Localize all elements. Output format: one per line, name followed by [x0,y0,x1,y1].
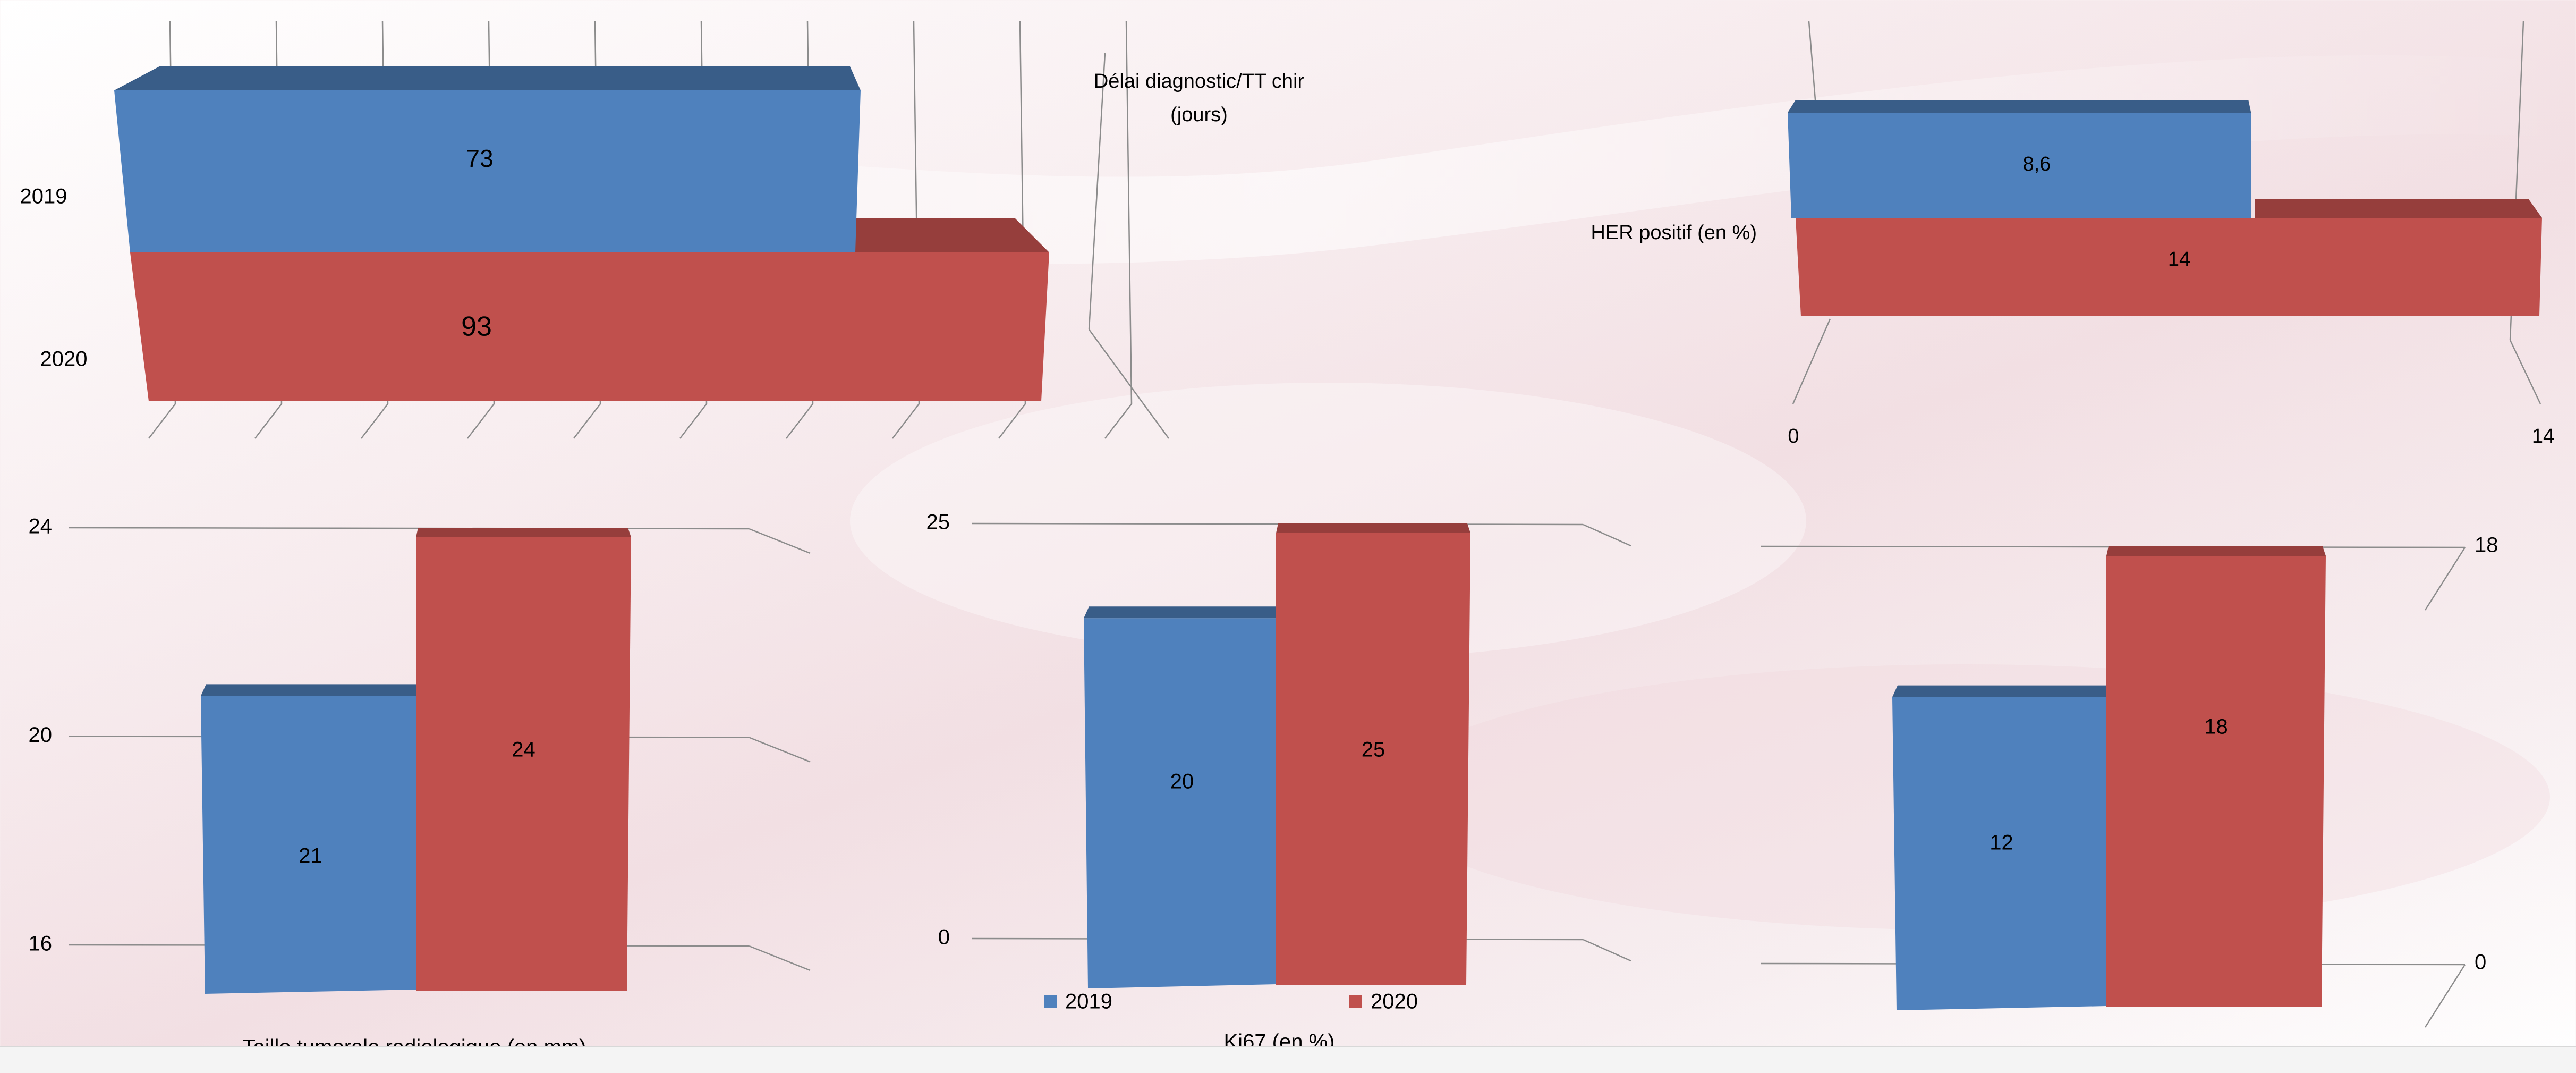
delai-gridline-floor [786,403,813,439]
tick-label: 25 [926,511,950,534]
delai-gridline-floor [998,403,1026,439]
delai-gridline-floor [148,403,176,439]
bar-2020-top [2255,199,2542,218]
delai-gridline-floor [679,403,707,439]
bar-2020-top [1276,523,1470,533]
chart-title: HER positif (en %) [1591,222,1757,244]
bar-2020 [2106,556,2326,1007]
delai-gridline-floor [254,403,282,439]
bar-2020 [130,252,1049,401]
delai-axis-floor [1088,329,1170,439]
taille-gridline [69,527,750,530]
bar-2020 [416,537,631,991]
ki67-gridline-floor [1583,939,1631,962]
legend: 2019 2020 [1044,990,1418,1013]
delai-gridline-floor [892,403,920,439]
category-label: 2020 [40,348,88,371]
delai-gridline-floor [467,403,495,439]
tick-label: 14 [2532,425,2554,447]
delai-gridline-floor [361,403,388,439]
data-label: 18 [2204,715,2228,739]
bar-2020-top [416,528,631,537]
bar-2019 [1892,697,2106,1010]
tick-label: 24 [29,515,53,538]
tick-label: 0 [1788,425,1799,447]
taille-gridline-floor [749,945,811,971]
ki67-gridline [972,522,1584,526]
bar-2019-top [114,66,861,90]
data-label: 12 [1990,831,2013,855]
data-label: 24 [512,738,535,762]
bar-2019-top [1084,606,1276,619]
bar-2019 [1084,618,1276,988]
delai-gridline-floor [1104,403,1132,439]
data-label: 93 [461,311,492,342]
chart-title: (jours) [1170,104,1228,126]
tick-label: 20 [29,723,53,747]
bar-2019 [1788,113,2251,218]
data-label: 8,6 [2023,153,2051,175]
bar-2020 [1796,218,2542,316]
data-label: 14 [2168,248,2190,271]
statut-gridline-floor [2424,547,2466,611]
legend-item-2019-swatch [1044,995,1057,1008]
delai-gridline-floor [573,403,601,439]
ki67-gridline-floor [1583,523,1631,547]
taille-gridline-floor [749,737,811,763]
bar-2019 [201,696,416,994]
tick-label: 0 [938,926,950,949]
bar-2020-top [2106,546,2326,556]
taille-gridline-floor [749,528,811,554]
her-gridline [1808,21,1817,107]
legend-item-2019-label: 2019 [1065,990,1112,1013]
data-label: 25 [1362,738,1385,762]
her-gridline-floor [1792,318,1831,404]
chart-title: Délai diagnostic/TT chir [1094,70,1305,92]
bar-2019 [114,90,861,252]
bottom-strip [0,1046,2576,1073]
data-label: 73 [466,145,493,172]
category-label: 2019 [20,185,67,208]
legend-item-2020-label: 2020 [1371,990,1418,1013]
her-gridline-floor [2509,340,2541,404]
data-label: 21 [299,844,322,868]
bar-2019-top [1788,100,2251,113]
delai-axis-line [1088,53,1106,330]
data-label: 20 [1170,770,1194,793]
tick-label: 18 [2475,534,2498,557]
legend-item-2020-swatch [1349,995,1362,1008]
bar-2019-top [1892,685,2106,697]
tick-label: 0 [2475,951,2486,974]
bar-2020 [1276,533,1470,985]
delai-gridline [1125,21,1133,404]
bar-2019-top [201,684,416,696]
statut-gridline-floor [2424,964,2466,1028]
tick-label: 16 [29,932,53,956]
bar-2020-top [855,218,1049,252]
